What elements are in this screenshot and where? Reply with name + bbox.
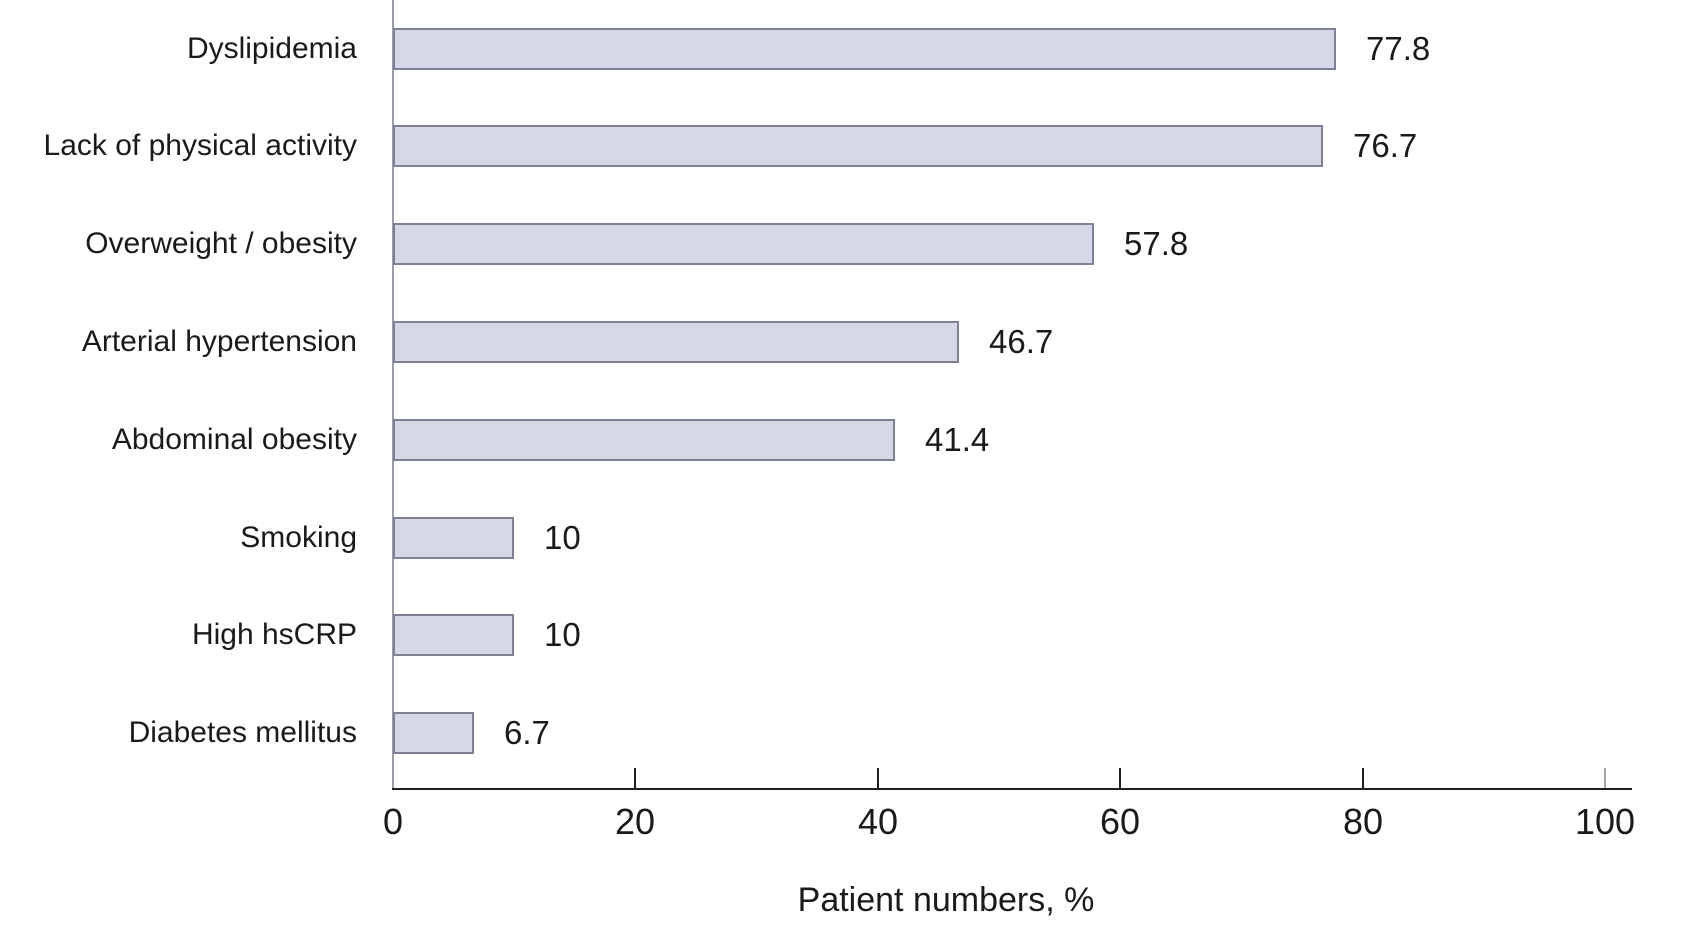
x-tick-label: 60 <box>1099 801 1141 842</box>
bar <box>393 27 1336 70</box>
bar <box>393 320 959 363</box>
bar <box>393 223 1094 266</box>
category-label: Arterial hypertension <box>81 324 357 358</box>
x-tick-label: 20 <box>614 801 656 842</box>
x-tick-label: 100 <box>1574 801 1636 842</box>
value-label: 10 <box>544 518 581 556</box>
category-label: Overweight / obesity <box>85 227 357 261</box>
bar <box>393 516 514 559</box>
x-tick-mark <box>877 768 879 788</box>
x-tick-mark <box>1119 768 1121 788</box>
value-label: 46.7 <box>989 322 1054 360</box>
value-label: 77.8 <box>1366 29 1431 67</box>
x-axis-title: Patient numbers, % <box>797 881 1095 919</box>
value-label: 57.8 <box>1124 225 1189 263</box>
category-label: Abdominal obesity <box>111 422 357 456</box>
category-label: High hsCRP <box>191 618 357 652</box>
bar <box>393 712 474 755</box>
x-tick-label: 80 <box>1342 801 1384 842</box>
category-label: Diabetes mellitus <box>128 716 357 750</box>
x-tick-label: 0 <box>382 801 404 842</box>
x-tick-mark <box>1604 768 1606 788</box>
y-axis-line <box>392 0 394 789</box>
value-label: 10 <box>544 616 581 654</box>
x-tick-label: 40 <box>857 801 899 842</box>
category-label: Lack of physical activity <box>43 129 357 163</box>
bar <box>393 614 514 657</box>
x-tick-mark <box>1362 768 1364 788</box>
x-axis-line <box>392 788 1632 790</box>
value-label: 41.4 <box>925 420 990 458</box>
bar <box>393 418 895 461</box>
bar <box>393 125 1323 168</box>
x-tick-mark <box>634 768 636 788</box>
category-label: Smoking <box>240 520 357 554</box>
category-label: Dyslipidemia <box>186 31 357 65</box>
value-label: 6.7 <box>504 714 550 752</box>
value-label: 76.7 <box>1353 127 1418 165</box>
